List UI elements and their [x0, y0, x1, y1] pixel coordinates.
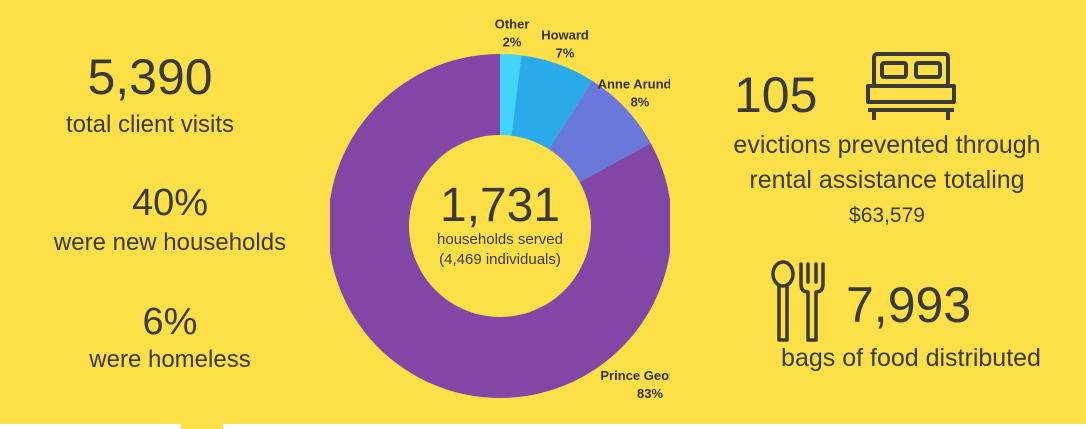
food-description: bags of food distributed: [748, 343, 1074, 374]
donut-center-summary: 1,731 households served (4,469 individua…: [420, 182, 580, 271]
slice-label-category: Howard: [541, 27, 589, 42]
evictions-line-2: rental assistance totaling: [749, 166, 1025, 194]
stat-client-visits: 5,390 total client visits: [20, 52, 280, 140]
food-value: 7,993: [846, 280, 971, 330]
donut-slice-prince-george-s: [330, 54, 670, 398]
slice-label-percent: 7%: [556, 45, 575, 60]
donut-slice-other: [500, 54, 522, 136]
stat-value: 5,390: [87, 49, 213, 105]
households-served-label: households served: [437, 231, 563, 248]
stat-label: were homeless: [89, 346, 251, 373]
stat-value: 6%: [142, 301, 198, 343]
evictions-value: 105: [734, 70, 817, 120]
food-number: 7,993: [846, 277, 972, 333]
slice-label-percent: 2%: [503, 34, 522, 49]
stat-label: total client visits: [65, 111, 235, 138]
stat-new-households: 40% were new households: [20, 184, 320, 258]
evictions-description: evictions prevented through rental assis…: [700, 128, 1074, 233]
stat-label: were new households: [53, 229, 287, 256]
bed-icon: [866, 52, 956, 120]
donut-slice-anne-arundel: [548, 80, 651, 183]
slice-label-category: Prince George's: [600, 368, 670, 383]
evictions-line-1: evictions prevented through: [733, 131, 1041, 159]
slice-label-category: Other: [495, 16, 530, 31]
stat-value: 40%: [131, 182, 209, 224]
households-donut-chart: Other 2% Howard 7% Anne Arundel 8% Prince Geor…: [330, 16, 670, 401]
spoon-fork-icon: [771, 260, 825, 342]
slice-label-percent: 83%: [637, 386, 663, 401]
slice-label-percent: 8%: [631, 95, 650, 110]
slice-label-category: Anne Arundel: [598, 77, 670, 92]
stat-homeless: 6% were homeless: [20, 303, 320, 375]
evictions-number: 105: [734, 67, 818, 123]
rental-assistance-amount: $63,579: [849, 204, 925, 227]
individuals-count: (4,469 individuals): [439, 251, 561, 269]
donut-slice-howard: [511, 55, 593, 150]
food-label: bags of food distributed: [781, 344, 1041, 372]
background-tab: [181, 418, 223, 429]
households-served-value: 1,731: [439, 179, 561, 232]
